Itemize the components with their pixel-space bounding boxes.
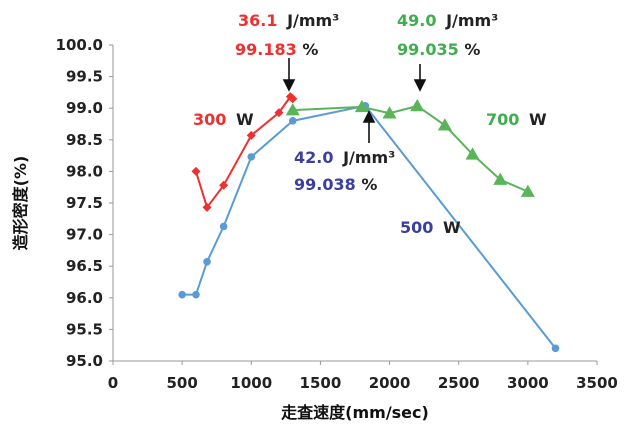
x-tick-label: 3500 [576, 374, 618, 392]
arrow-500w-head [362, 110, 376, 123]
series-label-500w-unit: W [443, 218, 461, 237]
data-point [274, 108, 284, 118]
annotation-300w-density: 99.183 % [235, 40, 318, 59]
data-point [354, 99, 369, 113]
data-point [203, 257, 211, 266]
annotation-300w-energy-unit: J/mm³ [286, 11, 339, 30]
data-point [246, 130, 256, 140]
series-300w [191, 92, 298, 212]
data-point [247, 153, 256, 161]
data-point [202, 202, 212, 212]
x-tick-label: 1500 [300, 374, 342, 392]
y-tick-label: 95.5 [66, 320, 103, 338]
annotation-500w-density: 99.038 % [294, 175, 377, 194]
data-point [465, 147, 480, 160]
y-tick-label: 96.5 [66, 257, 103, 275]
data-point [288, 117, 297, 125]
y-tick-label: 98.5 [66, 131, 103, 149]
x-tick-label: 500 [166, 374, 197, 392]
y-tick-label: 100.0 [56, 36, 103, 54]
data-point [382, 106, 397, 119]
series-label-300w-unit: W [236, 110, 254, 129]
data-point [285, 103, 300, 116]
data-point [219, 222, 228, 231]
annotation-300w-energy-value: 36.1 [238, 11, 277, 30]
y-tick-label: 98.0 [66, 162, 103, 180]
series-label-300w-value: 300 [193, 110, 226, 129]
data-point [551, 344, 560, 353]
series-label-700w: 700 W [486, 110, 547, 129]
annotation-300w-energy: 36.1 J/mm³ [238, 11, 339, 30]
y-tick-label: 99.5 [66, 68, 103, 86]
series-label-500w: 500 W [400, 218, 461, 237]
series-label-700w-value: 700 [486, 110, 519, 129]
annotation-700w-density-value: 99.035 [397, 40, 459, 59]
x-tick-label: 1000 [230, 374, 272, 392]
series-label-300w: 300 W [193, 110, 254, 129]
data-point [288, 94, 298, 104]
series-label-700w-unit: W [529, 110, 547, 129]
data-point [178, 290, 186, 299]
annotation-500w-density-pct: % [361, 175, 377, 194]
annotation-500w-energy-value: 42.0 [294, 148, 333, 167]
data-point [219, 180, 229, 190]
data-point [191, 166, 201, 176]
annotation-500w-energy-unit: J/mm³ [342, 148, 395, 167]
annotation-300w-density-value: 99.183 [235, 40, 297, 59]
data-point [410, 98, 425, 112]
series-700w [285, 98, 535, 197]
x-tick-label: 3000 [507, 374, 549, 392]
x-tick-label: 2500 [438, 374, 480, 392]
y-tick-label: 97.0 [66, 226, 103, 244]
axes: 95.0 95.5 96.0 96.5 97.0 97.5 98.0 98.5 99.0 99.5… [11, 36, 618, 422]
series-line [292, 104, 529, 193]
data-point [520, 184, 535, 197]
x-axis-title: 走査速度(mm/sec) [280, 403, 429, 422]
annotation-700w-energy-unit: J/mm³ [445, 11, 498, 30]
x-tick-label: 2000 [369, 374, 411, 392]
data-point [493, 172, 508, 185]
y-tick-label: 99.0 [66, 99, 103, 117]
annotation-500w-energy: 42.0 J/mm³ [294, 148, 395, 167]
data-point [192, 290, 200, 299]
annotation-layer: 36.1 J/mm³ 99.183 % 49.0 J/mm³ 99.035 % … [193, 11, 547, 237]
y-tick-label: 95.0 [66, 352, 103, 370]
series-label-500w-value: 500 [400, 218, 433, 237]
annotation-500w-density-value: 99.038 [294, 175, 356, 194]
y-axis-title: 造形密度(%) [11, 156, 30, 251]
data-point [437, 118, 452, 131]
arrow-700w-head [413, 79, 427, 92]
series-layer [178, 92, 560, 353]
annotation-300w-density-pct: % [302, 40, 318, 59]
arrow-300w-head [282, 79, 296, 92]
y-tick-label: 96.0 [66, 289, 103, 307]
annotation-700w-density-pct: % [464, 40, 480, 59]
annotation-700w-energy: 49.0 J/mm³ [397, 11, 498, 30]
x-tick-label: 0 [108, 374, 118, 392]
annotation-700w-energy-value: 49.0 [397, 11, 436, 30]
annotation-700w-density: 99.035 % [397, 40, 480, 59]
y-tick-label: 97.5 [66, 194, 103, 212]
